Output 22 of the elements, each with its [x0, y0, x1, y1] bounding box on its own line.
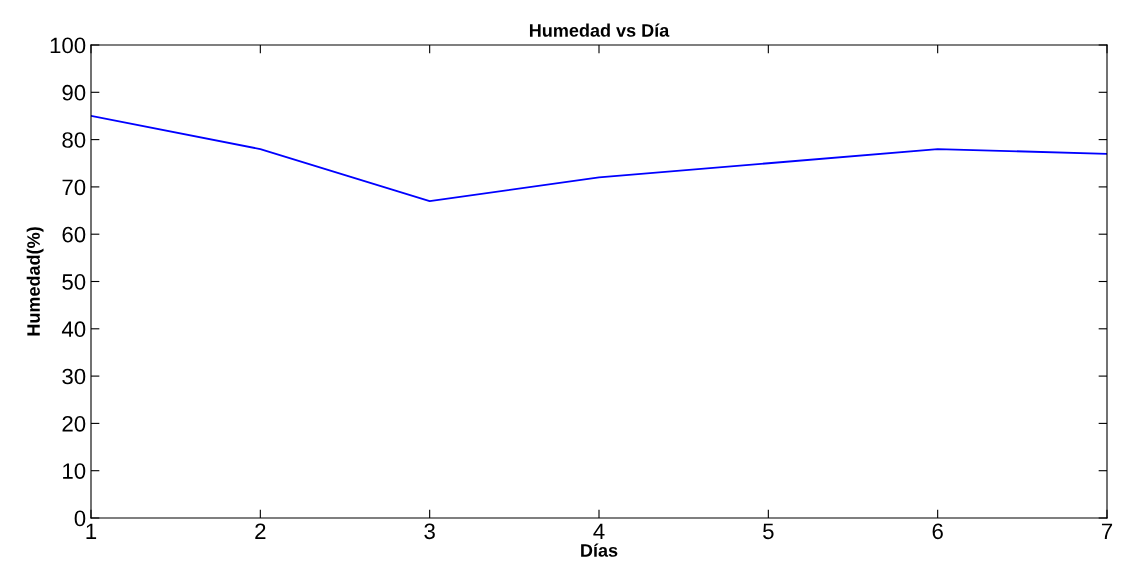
x-tick-label: 1 [86, 523, 97, 539]
y-tick-label: 0 [74, 510, 86, 527]
x-tick-label: 5 [763, 523, 774, 540]
x-tick-label: 2 [255, 523, 266, 539]
x-tick-label: 6 [932, 523, 943, 540]
y-axis-title: Humedad(%) [26, 227, 44, 336]
x-axis-title: Días [581, 543, 618, 557]
y-tick-label: 100 [50, 37, 86, 54]
x-tick-label: 3 [424, 523, 435, 540]
x-tick-label: 7 [1101, 523, 1113, 539]
y-tick-label: 10 [63, 463, 86, 479]
y-tick-label: 60 [62, 226, 86, 243]
chart-title: Humedad vs Día [529, 23, 670, 37]
y-tick-label: 20 [62, 415, 86, 432]
y-tick-label: 80 [62, 132, 86, 148]
y-tick-label: 50 [62, 274, 86, 290]
y-tick-label: 30 [62, 368, 86, 385]
y-tick-label: 70 [62, 179, 86, 196]
y-tick-label: 90 [62, 84, 86, 101]
x-tick-label: 4 [593, 523, 605, 539]
y-tick-label: 40 [61, 321, 86, 338]
line-series [91, 115, 1107, 202]
